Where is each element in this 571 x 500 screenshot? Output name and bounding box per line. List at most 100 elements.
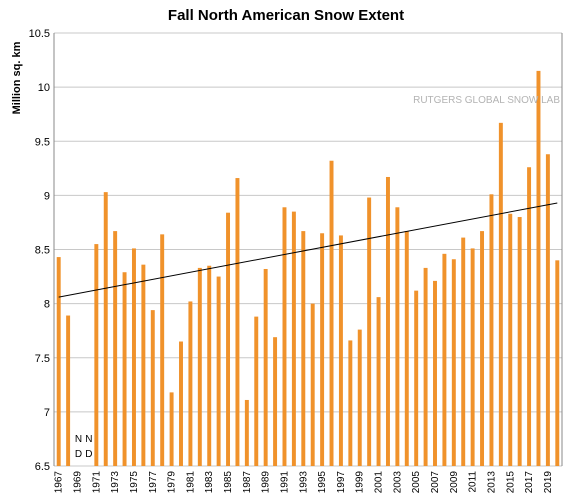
bar-1994 <box>310 303 315 466</box>
bar-1968 <box>66 315 71 466</box>
bar-1993 <box>301 231 306 466</box>
bar-1992 <box>291 211 296 466</box>
bar-2016 <box>517 217 522 466</box>
x-tick-label: 2001 <box>374 471 385 494</box>
x-tick-label: 1991 <box>279 471 290 494</box>
bar-1988 <box>254 316 259 466</box>
x-tick-label: 2013 <box>486 471 497 494</box>
x-tick-label: 2017 <box>524 471 535 494</box>
bar-1998 <box>348 340 353 466</box>
bar-2008 <box>442 253 447 466</box>
x-tick-label: 1979 <box>167 471 178 494</box>
bar-1973 <box>113 231 118 466</box>
bar-2000 <box>367 197 372 467</box>
bar-2017 <box>527 167 532 467</box>
bar-1987 <box>244 399 249 466</box>
y-axis-label: Million sq. km <box>11 41 23 114</box>
x-tick-label: 1999 <box>355 471 366 494</box>
x-tick-label: 2005 <box>411 471 422 494</box>
bar-2001 <box>376 297 381 466</box>
x-tick-label: 1981 <box>185 471 196 494</box>
bar-1991 <box>282 207 287 466</box>
x-tick-label: 1975 <box>129 471 140 494</box>
no-data-label-bottom: D <box>75 449 82 460</box>
trend-line <box>58 202 558 298</box>
bar-1978 <box>160 234 165 466</box>
bar-1967 <box>56 257 61 466</box>
bar-1990 <box>273 337 278 466</box>
bar-1984 <box>216 276 221 466</box>
x-tick-label: 2009 <box>449 471 460 494</box>
bar-1983 <box>207 265 212 466</box>
x-tick-label: 2007 <box>430 471 441 494</box>
x-tick-label: 2015 <box>505 471 516 494</box>
watermark-text: RUTGERS GLOBAL SNOW LAB <box>413 95 560 106</box>
y-tick-label: 10.5 <box>29 28 50 40</box>
bar-1985 <box>226 212 231 466</box>
bar-2005 <box>414 290 419 466</box>
x-tick-label: 1989 <box>261 471 272 494</box>
x-tick-label: 1973 <box>110 471 121 494</box>
bar-1975 <box>131 248 136 466</box>
grid-lines <box>53 32 563 467</box>
bar-2019 <box>545 154 550 467</box>
x-tick-label: 1969 <box>73 471 84 494</box>
bar-1997 <box>338 235 343 466</box>
bar-1974 <box>122 272 127 466</box>
bar-1977 <box>150 310 155 466</box>
bar-1979 <box>169 392 174 466</box>
x-tick-label: 1995 <box>317 471 328 494</box>
chart-title: Fall North American Snow Extent <box>168 7 404 24</box>
bar-2013 <box>489 194 494 467</box>
bar-1996 <box>329 160 334 467</box>
bar-1981 <box>188 301 193 466</box>
bar-2018 <box>536 70 541 466</box>
y-tick-labels: 6.5 7 7.5 8 8.5 9 9.5 10 10.5 <box>29 28 50 473</box>
bar-2007 <box>433 280 437 466</box>
bar-2020 <box>555 260 560 466</box>
x-tick-label: 1993 <box>298 471 309 494</box>
bar-2003 <box>395 207 400 466</box>
bar-1976 <box>141 264 146 466</box>
bar-2014 <box>498 122 503 466</box>
x-tick-label: 1967 <box>54 471 65 494</box>
bar-2012 <box>480 231 485 466</box>
y-tick-label: 8 <box>44 299 50 311</box>
bar-1982 <box>197 267 202 466</box>
y-tick-label: 9.5 <box>35 136 50 148</box>
bar-2015 <box>508 213 513 466</box>
bar-1995 <box>320 233 325 466</box>
y-tick-label: 6.5 <box>35 461 50 473</box>
bar-1980 <box>179 341 183 466</box>
y-tick-label: 8.5 <box>35 245 50 257</box>
bar-2010 <box>461 237 466 466</box>
y-tick-label: 10 <box>38 82 50 94</box>
bars <box>56 70 560 467</box>
y-tick-label: 7.5 <box>35 353 50 365</box>
no-data-label-top: N <box>85 434 92 445</box>
bar-2006 <box>423 267 428 466</box>
bar-1972 <box>103 192 108 466</box>
bar-1999 <box>357 329 362 466</box>
x-tick-label: 2011 <box>468 471 479 493</box>
bar-2009 <box>451 259 456 466</box>
bar-2004 <box>404 231 409 466</box>
x-tick-labels: 1967 1969 1971 1973 1975 1977 1979 1981 1983 1985… <box>54 471 554 494</box>
x-tick-label: 1971 <box>91 471 102 494</box>
bar-2011 <box>470 248 475 466</box>
y-tick-label: 9 <box>44 190 50 202</box>
y-tick-label: 7 <box>44 407 50 419</box>
x-tick-label: 1985 <box>223 471 234 494</box>
x-tick-label: 1977 <box>148 471 159 494</box>
no-data-label-bottom: D <box>85 449 92 460</box>
bar-1986 <box>235 178 240 466</box>
bar-2002 <box>385 176 390 466</box>
x-tick-label: 2003 <box>392 471 403 494</box>
x-tick-label: 1987 <box>242 471 253 494</box>
x-tick-label: 2019 <box>543 471 554 494</box>
x-tick-label: 1997 <box>336 471 347 494</box>
x-tick-label: 1983 <box>204 471 215 494</box>
bar-1971 <box>94 244 99 466</box>
